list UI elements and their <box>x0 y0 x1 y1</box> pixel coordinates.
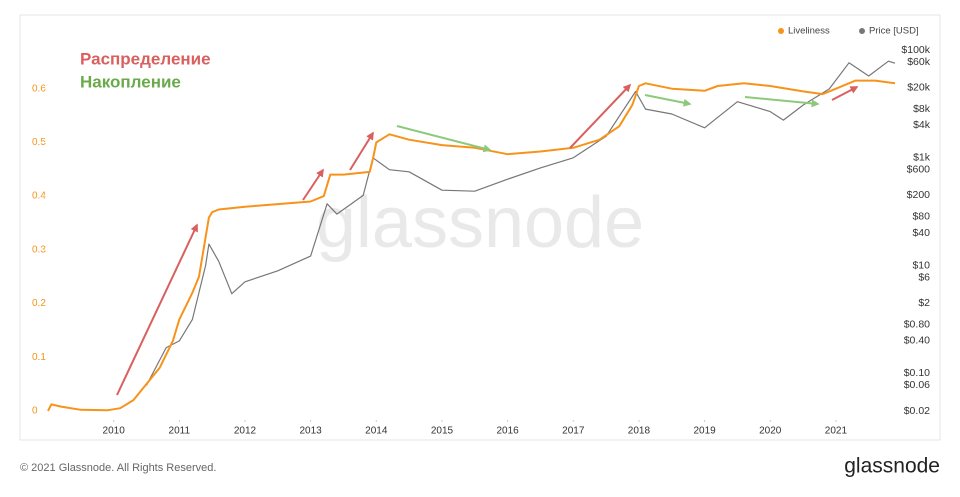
y-tick-label: 0.6 <box>32 83 46 94</box>
x-tick-label: 2018 <box>628 426 651 437</box>
y2-tick-label: $20k <box>907 81 931 93</box>
y2-tick-label: $0.02 <box>904 405 930 417</box>
y2-tick-label: $100k <box>901 44 930 56</box>
y2-tick-label: $4k <box>913 119 931 131</box>
x-tick-label: 2014 <box>365 426 388 437</box>
y-tick-label: 0.5 <box>32 137 46 148</box>
y2-tick-label: $0.10 <box>904 367 930 379</box>
y2-tick-label: $6 <box>918 271 930 283</box>
y2-tick-label: $10 <box>912 259 930 271</box>
x-tick-label: 2015 <box>431 426 454 437</box>
y2-tick-label: $0.80 <box>904 318 930 330</box>
y2-tick-label: $2 <box>918 297 930 309</box>
y-tick-label: 0.3 <box>32 244 46 255</box>
y2-tick-label: $1k <box>913 152 931 164</box>
annotation: Распределение <box>80 49 211 68</box>
series-line <box>47 79 896 412</box>
x-tick-label: 2013 <box>300 426 323 437</box>
legend-label: Liveliness <box>788 26 830 37</box>
x-tick-label: 2012 <box>234 426 257 437</box>
y2-tick-label: $0.40 <box>904 335 930 347</box>
x-tick-label: 2017 <box>562 426 585 437</box>
footer: © 2021 Glassnode. All Rights Reserved. <box>20 462 216 474</box>
y2-tick-label: $60k <box>907 56 931 68</box>
y2-tick-label: $40 <box>912 227 930 239</box>
watermark: glassnode <box>316 183 644 263</box>
y2-tick-label: $200 <box>907 189 931 201</box>
legend-label: Price [USD] <box>869 26 919 37</box>
x-tick-label: 2019 <box>693 426 716 437</box>
x-tick-label: 2010 <box>103 426 126 437</box>
x-tick-label: 2016 <box>496 426 519 437</box>
arrows <box>116 83 859 396</box>
logo: glassnode <box>844 455 940 478</box>
legend-swatch <box>778 28 784 34</box>
y2-tick-label: $600 <box>907 164 931 176</box>
y2-tick-label: $0.06 <box>904 379 930 391</box>
y2-tick-label: $80 <box>912 211 930 223</box>
x-tick-label: 2011 <box>169 426 191 437</box>
annotation: Накопление <box>80 72 181 91</box>
y-tick-label: 0.4 <box>32 191 46 202</box>
frame <box>19 14 941 441</box>
x-tick-label: 2021 <box>825 426 848 437</box>
x-tick-label: 2020 <box>759 426 782 437</box>
y-tick-label: 0 <box>32 406 38 417</box>
y2-tick-label: $8k <box>913 103 931 115</box>
y-tick-label: 0.1 <box>32 352 46 363</box>
y-tick-label: 0.2 <box>32 298 46 309</box>
legend-swatch <box>859 28 865 34</box>
series-line <box>145 60 896 386</box>
